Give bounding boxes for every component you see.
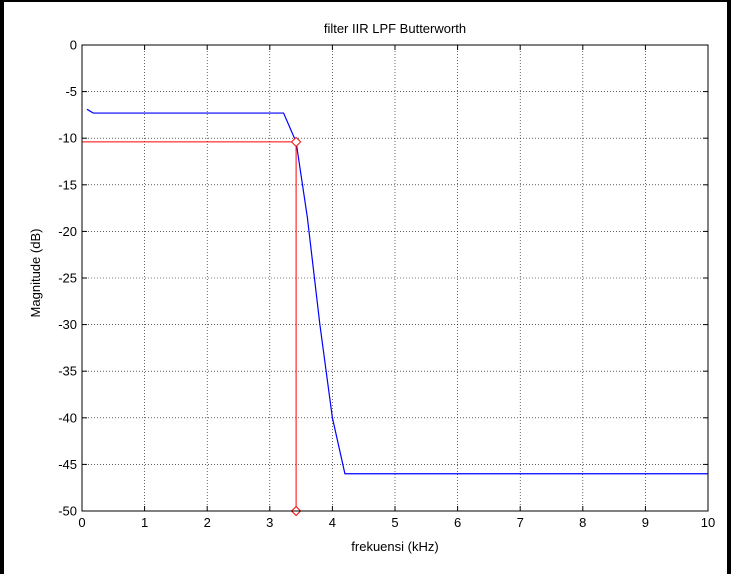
x-tick-label: 1 (141, 515, 148, 530)
x-tick-label: 2 (204, 515, 211, 530)
chart-title: filter IIR LPF Butterworth (324, 21, 466, 36)
x-tick-label: 6 (454, 515, 461, 530)
annotations (82, 136, 302, 517)
y-tick-label: -5 (65, 84, 77, 99)
series (86, 108, 708, 475)
x-tick-label: 8 (579, 515, 586, 530)
y-tick-label: -15 (58, 177, 77, 192)
x-tick-label: 4 (329, 515, 336, 530)
y-tick-label: -10 (58, 131, 77, 146)
axis-ticks: 0 1 2 3 4 5 6 7 8 9 10 0 -5 -10 -15 -20 -25 -30 -35 -40 -45 -… (58, 38, 715, 531)
x-tick-label: 9 (642, 515, 649, 530)
y-tick-label: -35 (58, 364, 77, 379)
x-tick-label: 0 (78, 515, 85, 530)
y-tick-label: -20 (58, 224, 77, 239)
x-axis-label: frekuensi (kHz) (351, 539, 438, 554)
figure-border-top (0, 0, 731, 2)
y-tick-label: -50 (58, 504, 77, 519)
diamond-marker (290, 136, 302, 148)
response-curve (86, 108, 708, 475)
y-tick-label: -40 (58, 410, 77, 425)
x-tick-label: 7 (517, 515, 524, 530)
figure-border-left (0, 0, 4, 574)
y-tick-label: -45 (58, 457, 77, 472)
x-tick-label: 10 (701, 515, 715, 530)
y-tick-label: -25 (58, 271, 77, 286)
grid (82, 45, 708, 511)
x-tick-label: 5 (391, 515, 398, 530)
y-tick-label: 0 (70, 38, 77, 53)
x-tick-label: 3 (266, 515, 273, 530)
y-tick-label: -30 (58, 317, 77, 332)
figure-border-right (727, 0, 731, 574)
y-axis-label: Magnitude (dB) (28, 229, 43, 318)
plot-frame (81, 44, 709, 512)
